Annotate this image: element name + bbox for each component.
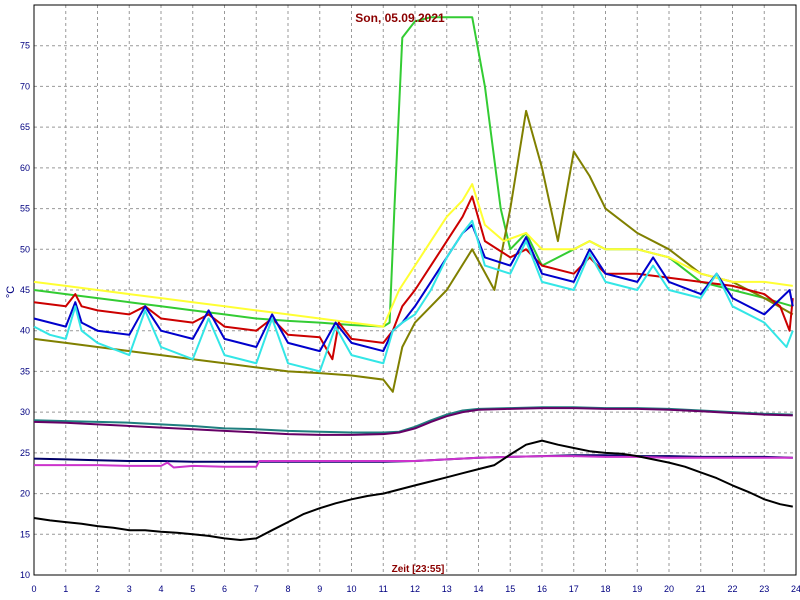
x-tick-label: 15 xyxy=(505,584,515,594)
series-line-purple xyxy=(33,407,793,436)
x-tick-label: 17 xyxy=(569,584,579,594)
y-tick-label: 25 xyxy=(20,448,30,458)
y-tick-label: 10 xyxy=(20,570,30,580)
series-line-yellow xyxy=(33,183,793,328)
series-line-cyan xyxy=(33,219,794,373)
x-tick-label: 7 xyxy=(254,584,259,594)
x-tick-label: 5 xyxy=(190,584,195,594)
x-tick-label: 22 xyxy=(727,584,737,594)
y-tick-label: 60 xyxy=(20,163,30,173)
x-tick-label: 16 xyxy=(537,584,547,594)
y-tick-label: 15 xyxy=(20,529,30,539)
y-tick-label: 40 xyxy=(20,326,30,336)
y-tick-label: 65 xyxy=(20,122,30,132)
x-tick-label: 14 xyxy=(473,584,483,594)
x-tick-label: 8 xyxy=(285,584,290,594)
x-tick-label: 6 xyxy=(222,584,227,594)
x-axis-ticks: 0 1 2 3 4 5 6 7 8 9 10 11 12 13 14 15 16 17 18 19 20 21 22 23 24 xyxy=(31,584,800,594)
y-tick-label: 20 xyxy=(20,489,30,499)
x-tick-label: 4 xyxy=(158,584,163,594)
x-tick-label: 18 xyxy=(600,584,610,594)
x-tick-label: 0 xyxy=(31,584,36,594)
x-tick-label: 2 xyxy=(95,584,100,594)
x-tick-label: 10 xyxy=(346,584,356,594)
series-group xyxy=(33,16,794,541)
series-line-magenta xyxy=(34,455,793,469)
x-tick-label: 13 xyxy=(442,584,452,594)
chart-title: Son, 05.09.2021 xyxy=(355,11,445,25)
x-tick-label: 23 xyxy=(759,584,769,594)
y-tick-label: 45 xyxy=(20,285,30,295)
y-axis-label: °C xyxy=(5,286,17,298)
x-tick-label: 1 xyxy=(63,584,68,594)
series-line-olive xyxy=(33,109,794,393)
x-tick-label: 19 xyxy=(632,584,642,594)
y-tick-label: 75 xyxy=(20,41,30,51)
x-tick-label: 3 xyxy=(127,584,132,594)
y-tick-label: 55 xyxy=(20,204,30,214)
series-line-black xyxy=(33,439,793,541)
y-tick-label: 50 xyxy=(20,244,30,254)
y-tick-label: 30 xyxy=(20,407,30,417)
x-tick-label: 12 xyxy=(410,584,420,594)
y-tick-label: 35 xyxy=(20,366,30,376)
x-tick-label: 21 xyxy=(696,584,706,594)
x-tick-label: 9 xyxy=(317,584,322,594)
x-tick-label: 11 xyxy=(379,584,388,594)
y-tick-label: 70 xyxy=(20,81,30,91)
x-tick-label: 24 xyxy=(791,584,800,594)
x-tick-label: 20 xyxy=(664,584,674,594)
x-axis-label: Zeit [23:55] xyxy=(392,564,445,575)
series-line-blue xyxy=(33,223,794,353)
y-axis-ticks: 10 15 20 25 30 35 40 45 50 55 60 65 70 75 xyxy=(20,41,30,580)
